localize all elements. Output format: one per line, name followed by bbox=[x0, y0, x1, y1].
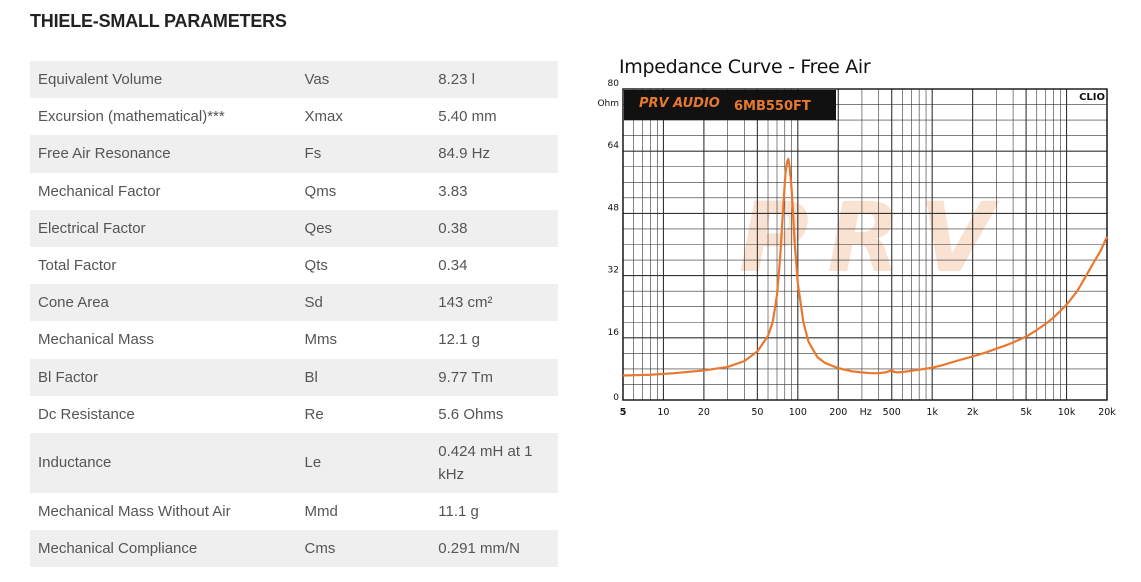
param-name: Bl Factor bbox=[38, 368, 99, 386]
table-row: Free Air Resonance Fs 84.9 Hz bbox=[30, 135, 558, 173]
table-row: Dc Resistance Re 5.6 Ohms bbox=[30, 396, 558, 433]
x-tick-label: 20 bbox=[698, 407, 710, 418]
x-tick-label: 50 bbox=[751, 407, 763, 418]
table-row: Mechanical Mass Without Air Mmd 11.1 g bbox=[30, 493, 558, 530]
param-name: Mechanical Factor bbox=[38, 182, 161, 200]
x-tick-label: 10k bbox=[1058, 407, 1076, 418]
table-row: Total Factor Qts 0.34 bbox=[30, 247, 558, 284]
table-row: Inductance Le 0.424 mH at 1 kHz bbox=[30, 432, 558, 493]
brand-label-box: PRV AUDIO 6MB550FT bbox=[624, 90, 836, 120]
param-symbol: Le bbox=[304, 454, 322, 472]
param-symbol: Bl bbox=[304, 368, 318, 386]
impedance-curve bbox=[622, 157, 1109, 377]
table-row: Mechanical Compliance Cms 0.291 mm/N bbox=[30, 530, 558, 568]
watermark: PRV bbox=[739, 182, 1012, 294]
x-tick-label: 5 bbox=[620, 407, 627, 418]
chart-title: Impedance Curve - Free Air bbox=[619, 56, 871, 78]
param-value: 0.38 bbox=[438, 219, 468, 237]
x-tick-label: 200 bbox=[829, 407, 847, 418]
param-symbol: Xmax bbox=[304, 108, 343, 126]
param-value: 0.291 mm/N bbox=[438, 540, 520, 558]
param-value: 84.9 Hz bbox=[438, 145, 490, 163]
x-tick-label: 5k bbox=[1020, 407, 1032, 418]
x-tick-label: 2k bbox=[967, 407, 979, 418]
param-value: 8.23 l bbox=[438, 71, 475, 89]
table-row: Equivalent Volume Vas 8.23 l bbox=[30, 61, 558, 99]
param-name: Excursion (mathematical)*** bbox=[38, 108, 225, 126]
impedance-chart: PRV PRV AUDIO 6MB550FT CLIO 0 16 32 48 64 80 Ohm 5 1… bbox=[590, 56, 1120, 426]
param-name: Electrical Factor bbox=[38, 219, 146, 237]
x-tick-label: 500 bbox=[883, 407, 901, 418]
y-tick-label: 80 bbox=[608, 79, 620, 89]
x-tick-label: 10 bbox=[657, 407, 669, 418]
param-name: Equivalent Volume bbox=[38, 71, 163, 89]
param-value: 143 cm² bbox=[438, 294, 493, 312]
param-value: 12.1 g bbox=[438, 331, 481, 349]
brand-box-background bbox=[624, 90, 836, 120]
section-title: THIELE-SMALL PARAMETERS bbox=[30, 11, 287, 31]
param-symbol: Cms bbox=[304, 540, 336, 558]
param-symbol: Vas bbox=[304, 71, 330, 89]
param-name: Mechanical Mass Without Air bbox=[38, 502, 231, 520]
x-tick-label: 1k bbox=[926, 407, 938, 418]
param-symbol: Sd bbox=[304, 294, 323, 312]
param-value: 0.424 mH at 1 kHz bbox=[438, 442, 533, 483]
table-row: Mechanical Factor Qms 3.83 bbox=[30, 173, 558, 210]
param-name: Dc Resistance bbox=[38, 405, 135, 423]
table-row: Mechanical Mass Mms 12.1 g bbox=[30, 321, 558, 358]
param-value: 0.34 bbox=[438, 257, 468, 275]
impedance-chart-svg: PRV PRV AUDIO 6MB550FT CLIO 0 16 32 48 64 80 Ohm 5 1… bbox=[597, 79, 1116, 418]
table-row: Cone Area Sd 143 cm² bbox=[30, 284, 558, 322]
table-row: Bl Factor Bl 9.77 Tm bbox=[30, 358, 558, 396]
param-name: Inductance bbox=[38, 454, 112, 472]
x-tick-label: 20k bbox=[1098, 407, 1116, 418]
y-tick-label: 48 bbox=[608, 203, 620, 213]
param-name: Total Factor bbox=[38, 257, 117, 275]
param-symbol: Qms bbox=[304, 182, 337, 200]
param-symbol: Qes bbox=[304, 219, 333, 237]
plot-frame bbox=[622, 88, 1108, 401]
corner-label: CLIO bbox=[1079, 92, 1105, 103]
param-name: Mechanical Mass bbox=[38, 331, 154, 349]
param-name: Free Air Resonance bbox=[38, 145, 171, 163]
y-tick-label: 0 bbox=[613, 393, 619, 403]
x-tick-label: 100 bbox=[789, 407, 807, 418]
param-symbol: Re bbox=[304, 405, 324, 423]
param-value: 3.83 bbox=[438, 182, 468, 200]
y-axis-unit: Ohm bbox=[597, 99, 619, 109]
y-tick-label: 64 bbox=[608, 141, 620, 151]
param-symbol: Mmd bbox=[304, 502, 338, 520]
brand-logo: PRV AUDIO bbox=[639, 96, 720, 111]
param-symbol: Qts bbox=[304, 257, 328, 275]
param-symbol: Mms bbox=[304, 331, 338, 349]
param-value: 5.6 Ohms bbox=[438, 405, 504, 423]
param-symbol: Fs bbox=[304, 145, 322, 163]
x-axis-unit: Hz bbox=[860, 407, 872, 418]
param-value: 9.77 Tm bbox=[438, 368, 494, 386]
table-row: Excursion (mathematical)*** Xmax 5.40 mm bbox=[30, 98, 558, 135]
param-value: 5.40 mm bbox=[438, 108, 497, 126]
grid bbox=[622, 88, 1108, 401]
param-name: Cone Area bbox=[38, 294, 109, 312]
y-tick-label: 16 bbox=[608, 328, 620, 338]
model-label: 6MB550FT bbox=[734, 99, 811, 114]
table-row: Electrical Factor Qes 0.38 bbox=[30, 209, 558, 247]
y-tick-label: 32 bbox=[608, 266, 619, 276]
param-name: Mechanical Compliance bbox=[38, 540, 198, 558]
param-value: 11.1 g bbox=[438, 502, 479, 520]
thiele-small-table: Equivalent Volume Vas 8.23 l Excursion (mat… bbox=[30, 61, 558, 568]
